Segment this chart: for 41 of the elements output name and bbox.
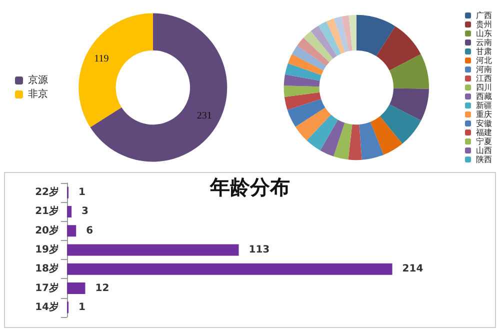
data-label: 113 <box>248 244 270 256</box>
data-label: 119 <box>94 54 109 65</box>
data-label: 6 <box>86 225 94 236</box>
y-tick-label: 20岁 <box>35 224 59 236</box>
legend-label: 河南 <box>476 65 492 74</box>
legend-label: 新疆 <box>476 101 492 110</box>
legend-label: 京源 <box>28 74 48 86</box>
legend-label: 西藏 <box>476 92 492 101</box>
y-tick-label: 19岁 <box>35 244 59 256</box>
data-label: 214 <box>402 264 424 275</box>
y-tick-label: 21岁 <box>35 205 59 218</box>
legend-label: 宁夏 <box>476 137 492 146</box>
legend-label: 四川 <box>476 83 492 92</box>
bar <box>67 206 72 218</box>
bar <box>67 225 76 237</box>
legend-label: 安徽 <box>476 119 492 128</box>
legend-label: 非京 <box>28 88 48 100</box>
legend-label: 贵州 <box>476 20 492 29</box>
data-label: 1 <box>78 302 86 313</box>
y-tick-label: 17岁 <box>35 282 59 294</box>
legend-label: 云南 <box>476 38 492 47</box>
data-label: 1 <box>78 187 86 198</box>
legend-label: 山西 <box>476 146 492 155</box>
chart-title: 年龄分布 <box>209 177 290 199</box>
legend-label: 陕西 <box>476 155 492 164</box>
legend-label: 河北 <box>476 56 492 65</box>
bar <box>67 263 392 275</box>
legend-label: 甘肃 <box>476 47 492 56</box>
bar <box>67 282 86 294</box>
data-label: 3 <box>82 206 89 218</box>
y-tick-label: 14岁 <box>35 300 59 313</box>
y-tick-label: 18岁 <box>35 262 59 275</box>
legend-label: 重庆 <box>476 110 492 119</box>
y-tick-label: 22岁 <box>35 186 59 198</box>
legend-label: 江西 <box>476 74 492 83</box>
legend-label: 广西 <box>476 11 492 20</box>
bar <box>67 244 239 256</box>
legend-label: 山东 <box>476 29 492 38</box>
data-label: 231 <box>196 110 212 122</box>
legend-label: 福建 <box>476 128 492 137</box>
data-label: 12 <box>95 282 110 294</box>
